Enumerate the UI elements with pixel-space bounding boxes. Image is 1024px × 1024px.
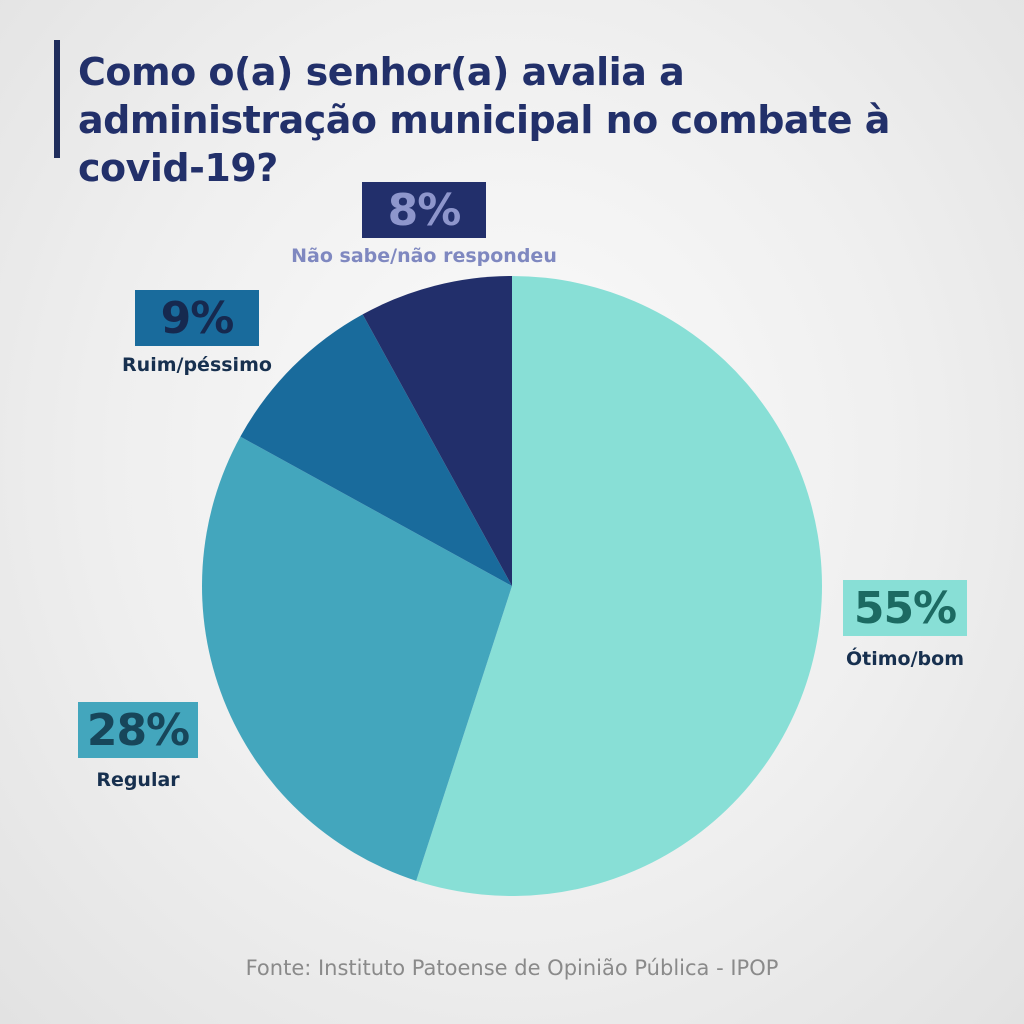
value-label-regular: 28% [86,704,190,756]
category-label-regular: Regular [96,769,180,791]
value-label-nao-sabe: 8% [387,184,462,236]
pie-slice-otimo-bom [416,276,823,896]
chart-title: Como o(a) senhor(a) avalia a administraç… [78,50,890,190]
pie-slice-ruim-pessimo [240,314,513,586]
value-label-otimo-bom: 55% [853,582,957,634]
category-label-otimo-bom: Ótimo/bom [846,648,964,670]
title-accent-bar [54,40,60,158]
badge-otimo-bom: 55% [843,580,967,636]
pie-slice-nao-sabe [362,276,512,586]
title-block: Como o(a) senhor(a) avalia a administraç… [54,40,994,190]
value-label-ruim-pessimo: 9% [160,292,235,344]
category-label-nao-sabe: Não sabe/não respondeu [291,245,557,267]
category-label-ruim-pessimo: Ruim/péssimo [122,354,272,376]
pie-slice-regular [202,436,513,881]
badge-regular: 28% [78,702,198,758]
badge-nao-sabe: 8% [362,182,486,238]
source-note: Fonte: Instituto Patoense de Opinião Púb… [245,956,779,980]
badge-ruim-pessimo: 9% [135,290,259,346]
